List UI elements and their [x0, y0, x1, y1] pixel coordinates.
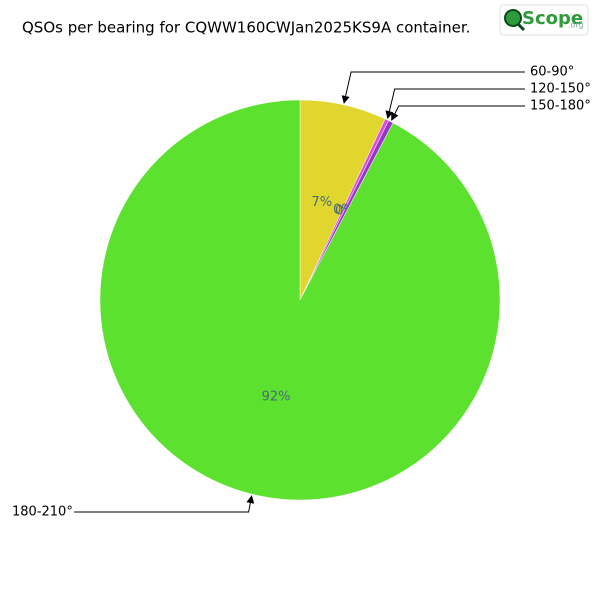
category-label: 60-90° [530, 65, 574, 80]
leader-line [391, 105, 525, 121]
category-label: 120-150° [530, 82, 591, 97]
chart-title: QSOs per bearing for CQWW160CWJan2025KS9… [22, 19, 470, 37]
slice-label: 7% [312, 195, 333, 210]
leader-line [341, 71, 525, 104]
pie-slice [99, 99, 501, 501]
slice-label: 92% [262, 390, 291, 405]
logo-suffix: .org [568, 21, 584, 30]
logo-text: Scope [522, 8, 583, 29]
category-label: 180-210° [12, 505, 73, 520]
leader-line [385, 88, 525, 120]
logo: Scope .org [499, 4, 589, 36]
leader-line [74, 495, 255, 513]
category-label: 150-180° [530, 99, 591, 114]
logo-icon [504, 9, 522, 27]
